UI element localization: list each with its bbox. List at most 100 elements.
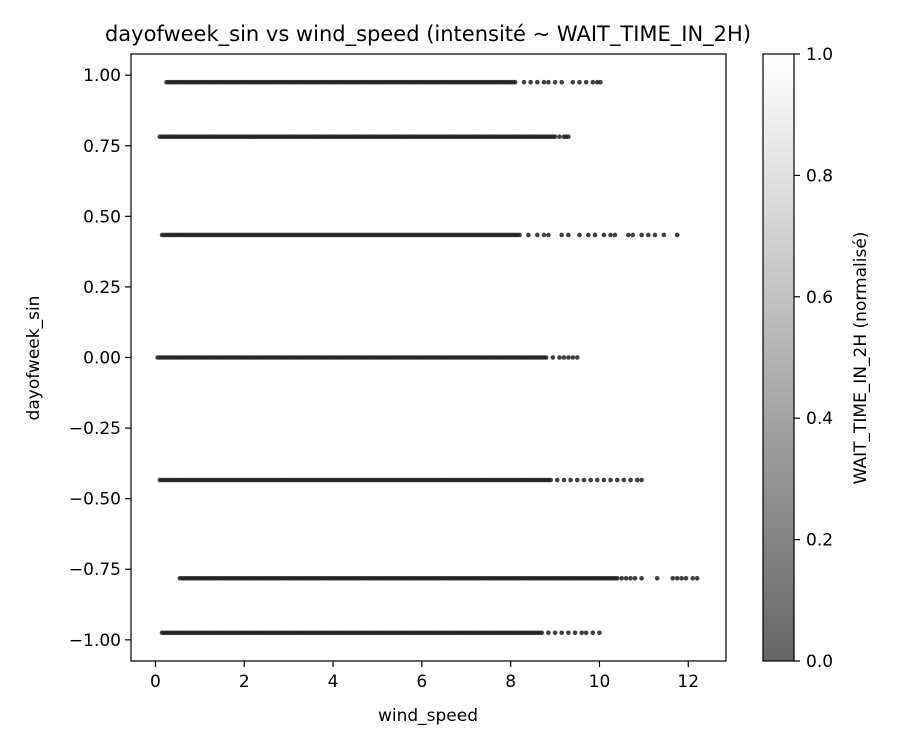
colorbar-label: WAIT_TIME_IN_2H (normalisé) (851, 232, 871, 485)
scatter-point (570, 355, 576, 360)
scatter-point (583, 79, 589, 85)
x-axis-label: wind_speed (378, 706, 478, 726)
scatter-point (674, 575, 680, 581)
scatter-point (521, 79, 527, 85)
scatter-point (572, 630, 578, 636)
scatter-point (550, 355, 556, 360)
scatter-point (694, 575, 700, 581)
scatter-point (652, 232, 658, 238)
y-tick-label: 1.00 (83, 66, 121, 86)
scatter-point (552, 630, 558, 636)
scatter-point (608, 477, 613, 483)
colorbar-tick-label: 0.0 (806, 652, 833, 672)
scatter-point (559, 232, 565, 238)
x-tick-label: 2 (239, 672, 250, 692)
scatter-point (552, 134, 558, 140)
colorbar: 0.0 0.2 0.4 0.6 0.8 1.0 WAIT_TIME_IN_2H (norm… (762, 45, 871, 672)
scatter-point (566, 355, 571, 360)
colorbar-gradient (762, 53, 795, 662)
scatter-point (566, 630, 571, 636)
scatter-point (512, 79, 518, 85)
scatter-point (623, 575, 629, 581)
scatter-point (574, 355, 580, 360)
scatter-point (628, 575, 633, 581)
scatter-point (541, 232, 547, 238)
scatter-point (619, 575, 624, 581)
scatter-point (543, 355, 549, 360)
x-tick-label: 8 (505, 672, 516, 692)
colorbar-tick-label: 0.4 (806, 409, 833, 429)
scatter-point (557, 134, 562, 140)
y-tick-label: 0.00 (83, 349, 121, 369)
scatter-point (579, 630, 584, 636)
x-tick-label: 0 (150, 672, 161, 692)
scatter-point (577, 232, 582, 238)
scatter-point (574, 477, 580, 483)
scatter-point (586, 232, 591, 238)
scatter-point (539, 630, 545, 636)
y-tick-label: −0.50 (69, 490, 121, 510)
scatter-point (674, 232, 680, 238)
y-tick-label: 0.50 (83, 207, 121, 227)
scatter-point (661, 232, 667, 238)
x-tick-label: 12 (677, 672, 699, 692)
y-tick-label: 0.75 (83, 137, 121, 157)
scatter-point (561, 477, 567, 483)
scatter-point (534, 79, 540, 85)
colorbar-tick-label: 0.8 (806, 166, 833, 186)
y-axis-label: dayofweek_sin (24, 296, 44, 421)
scatter-point (597, 630, 602, 636)
y-tick-label: 0.25 (83, 278, 121, 298)
scatter-point (561, 355, 567, 360)
scatter-point (645, 232, 651, 238)
scatter-point (546, 79, 551, 85)
scatter-point (552, 79, 558, 85)
colorbar-tick-label: 0.6 (806, 288, 833, 308)
scatter-point (639, 232, 644, 238)
scatter-point (601, 477, 607, 483)
scatter-point (590, 630, 596, 636)
scatter-point (639, 575, 644, 581)
scatter-point (526, 232, 531, 238)
scatter-point (557, 355, 562, 360)
scatter-point (626, 232, 631, 238)
y-axis: 1.00 0.75 0.50 0.25 0.00 −0.25 −0.50 −0.75 −1.00 (69, 66, 131, 651)
scatter-point (583, 630, 589, 636)
scatter-point (548, 477, 553, 483)
scatter-points-layer (155, 79, 700, 636)
scatter-point (628, 477, 633, 483)
scatter-point (517, 232, 522, 238)
scatter-point (632, 575, 638, 581)
x-tick-label: 6 (416, 672, 427, 692)
scatter-point (614, 477, 620, 483)
scatter-point (670, 575, 676, 581)
scatter-point (534, 232, 540, 238)
scatter-point (590, 79, 596, 85)
scatter-point (639, 477, 644, 483)
scatter-point (566, 134, 571, 140)
scatter-point (559, 630, 565, 636)
scatter-point (654, 575, 660, 581)
scatter-point (566, 232, 571, 238)
scatter-point (594, 477, 600, 483)
scatter-point (679, 575, 684, 581)
scatter-point (588, 477, 593, 483)
x-axis: 0 2 4 6 8 10 12 (150, 661, 699, 692)
scatter-point (577, 79, 582, 85)
scatter-point (570, 79, 576, 85)
scatter-point (581, 477, 587, 483)
scatter-point (592, 232, 598, 238)
y-tick-label: −0.75 (69, 560, 121, 580)
scatter-point (690, 575, 695, 581)
scatter-point (634, 477, 640, 483)
scatter-point (683, 575, 689, 581)
colorbar-tick-label: 0.2 (806, 531, 833, 551)
colorbar-ticks: 0.0 0.2 0.4 0.6 0.8 1.0 (794, 45, 833, 672)
scatter-point (559, 79, 565, 85)
scatter-point (608, 232, 613, 238)
scatter-point (598, 79, 603, 85)
scatter-point (554, 477, 560, 483)
scatter-point (546, 630, 551, 636)
scatter-point (528, 79, 533, 85)
